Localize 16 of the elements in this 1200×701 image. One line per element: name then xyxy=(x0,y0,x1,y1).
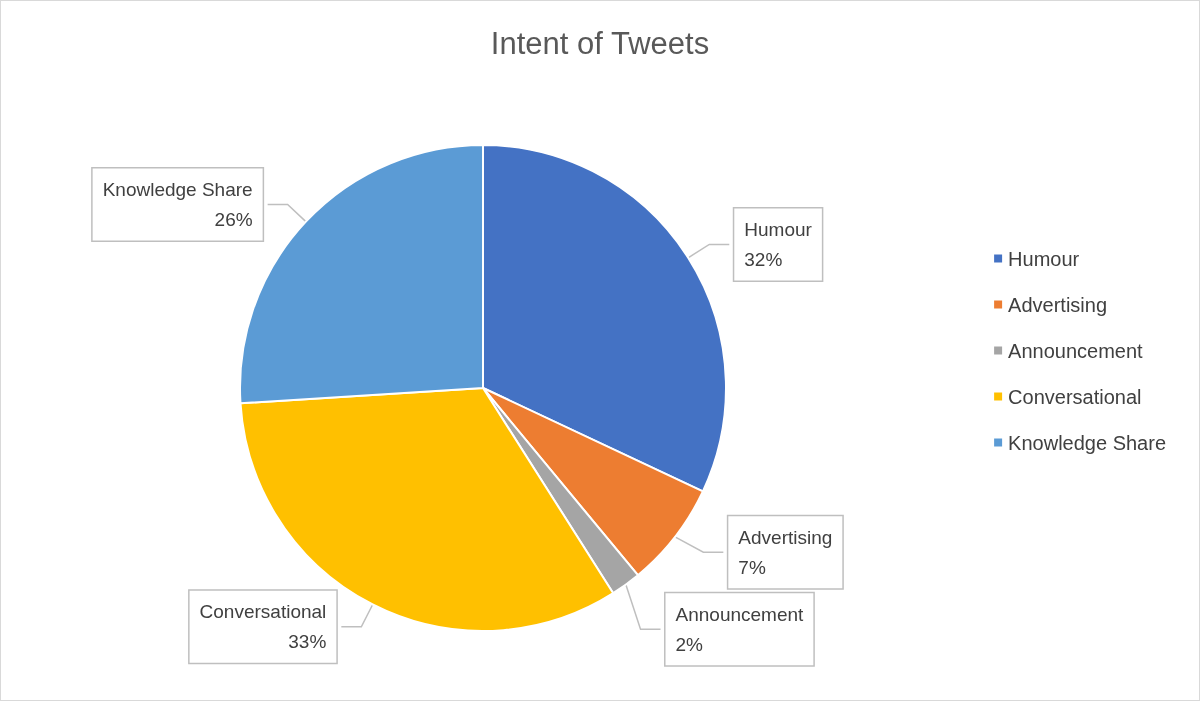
data-label: 7% xyxy=(738,556,766,578)
legend-label: Knowledge Share xyxy=(1008,431,1166,454)
legend-label: Humour xyxy=(1008,247,1080,270)
slice-label: Advertising xyxy=(738,526,833,548)
data-label: 33% xyxy=(288,631,327,653)
chart-title: Intent of Tweets xyxy=(490,26,710,61)
legend-label: Advertising xyxy=(1008,293,1108,316)
slice-label: Conversational xyxy=(199,601,327,623)
legend-label: Conversational xyxy=(1008,385,1142,408)
slice-label: Humour xyxy=(744,218,813,240)
legend-label: Announcement xyxy=(1008,339,1144,362)
slice-label: Knowledge Share xyxy=(102,179,253,201)
data-label: 2% xyxy=(675,633,704,655)
data-label: 32% xyxy=(744,248,783,270)
data-label: 26% xyxy=(214,209,253,231)
slice-label: Announcement xyxy=(675,603,805,625)
